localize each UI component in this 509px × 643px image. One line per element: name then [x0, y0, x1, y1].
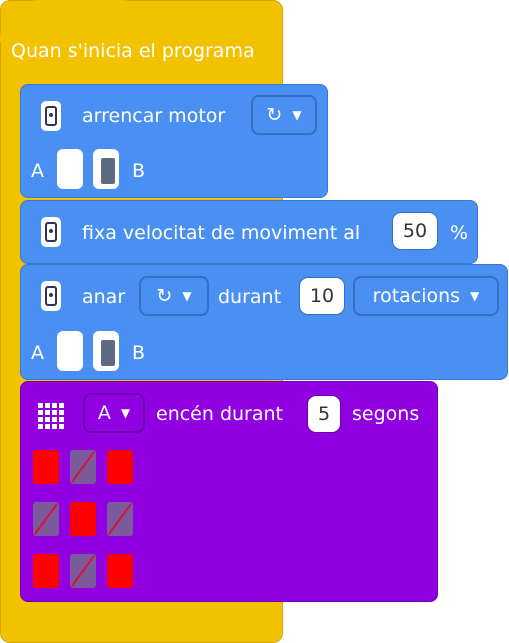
speed-input[interactable]: 50	[392, 212, 438, 250]
clockwise-icon: ↻	[156, 284, 173, 307]
matrix-pixel[interactable]	[107, 554, 133, 588]
motor-hub-icon	[41, 281, 61, 311]
motor-hub-icon	[41, 101, 61, 131]
chevron-down-icon: ▼	[470, 289, 480, 303]
matrix-pixel[interactable]	[70, 450, 96, 484]
direction-dropdown[interactable]: ↻ ▼	[139, 276, 209, 316]
matrix-pixel[interactable]	[107, 450, 133, 484]
hat-block-label: Quan s'inicia el programa	[11, 40, 255, 62]
set-speed-label: fixa velocitat de moviment al	[82, 222, 361, 244]
port-b-label: B	[132, 342, 146, 364]
during-label: durant	[218, 286, 282, 308]
set-movement-speed-block[interactable]: fixa velocitat de moviment al 50 %	[20, 200, 478, 264]
matrix-pixel[interactable]	[70, 502, 96, 536]
unit-dropdown-label: rotacions	[372, 285, 461, 307]
matrix-pixel[interactable]	[70, 554, 96, 588]
port-dropdown[interactable]: A ▼	[83, 393, 145, 433]
seconds-unit: segons	[352, 403, 420, 425]
start-motor-block[interactable]: arrencar motor ↻ ▼ A B	[20, 84, 328, 198]
chevron-down-icon: ▼	[120, 406, 131, 420]
matrix-pixel[interactable]	[33, 502, 59, 536]
pixel-matrix[interactable]	[33, 450, 135, 590]
chevron-down-icon: ▼	[292, 108, 302, 122]
port-b-toggle[interactable]	[93, 149, 119, 189]
rotations-input[interactable]: 10	[299, 277, 345, 315]
unit-dropdown[interactable]: rotacions ▼	[353, 276, 499, 316]
matrix-pixel[interactable]	[33, 450, 59, 484]
port-a-label: A	[31, 160, 44, 182]
seconds-input[interactable]: 5	[307, 395, 341, 433]
port-a-toggle[interactable]	[57, 331, 83, 371]
port-b-toggle[interactable]	[93, 331, 119, 371]
start-motor-label: arrencar motor	[82, 105, 226, 127]
port-dropdown-label: A	[97, 402, 111, 424]
port-a-label: A	[31, 342, 44, 364]
light-matrix-on-for-block[interactable]: A ▼ encén durant 5 segons	[20, 381, 438, 602]
speed-unit: %	[450, 222, 469, 244]
matrix-pixel[interactable]	[33, 554, 59, 588]
hat-block-cap	[0, 0, 160, 42]
motor-hub-icon	[41, 217, 61, 247]
on-for-label: encén durant	[156, 403, 283, 425]
port-a-toggle[interactable]	[57, 149, 83, 189]
chevron-down-icon: ▼	[182, 289, 192, 303]
matrix-pixel[interactable]	[107, 502, 133, 536]
move-for-block[interactable]: anar ↻ ▼ durant 10 rotacions ▼ A B	[20, 264, 508, 380]
move-label: anar	[82, 286, 126, 308]
port-b-label: B	[132, 160, 146, 182]
clockwise-icon: ↻	[266, 103, 283, 126]
direction-dropdown[interactable]: ↻ ▼	[251, 95, 317, 135]
grid-icon	[38, 403, 64, 429]
